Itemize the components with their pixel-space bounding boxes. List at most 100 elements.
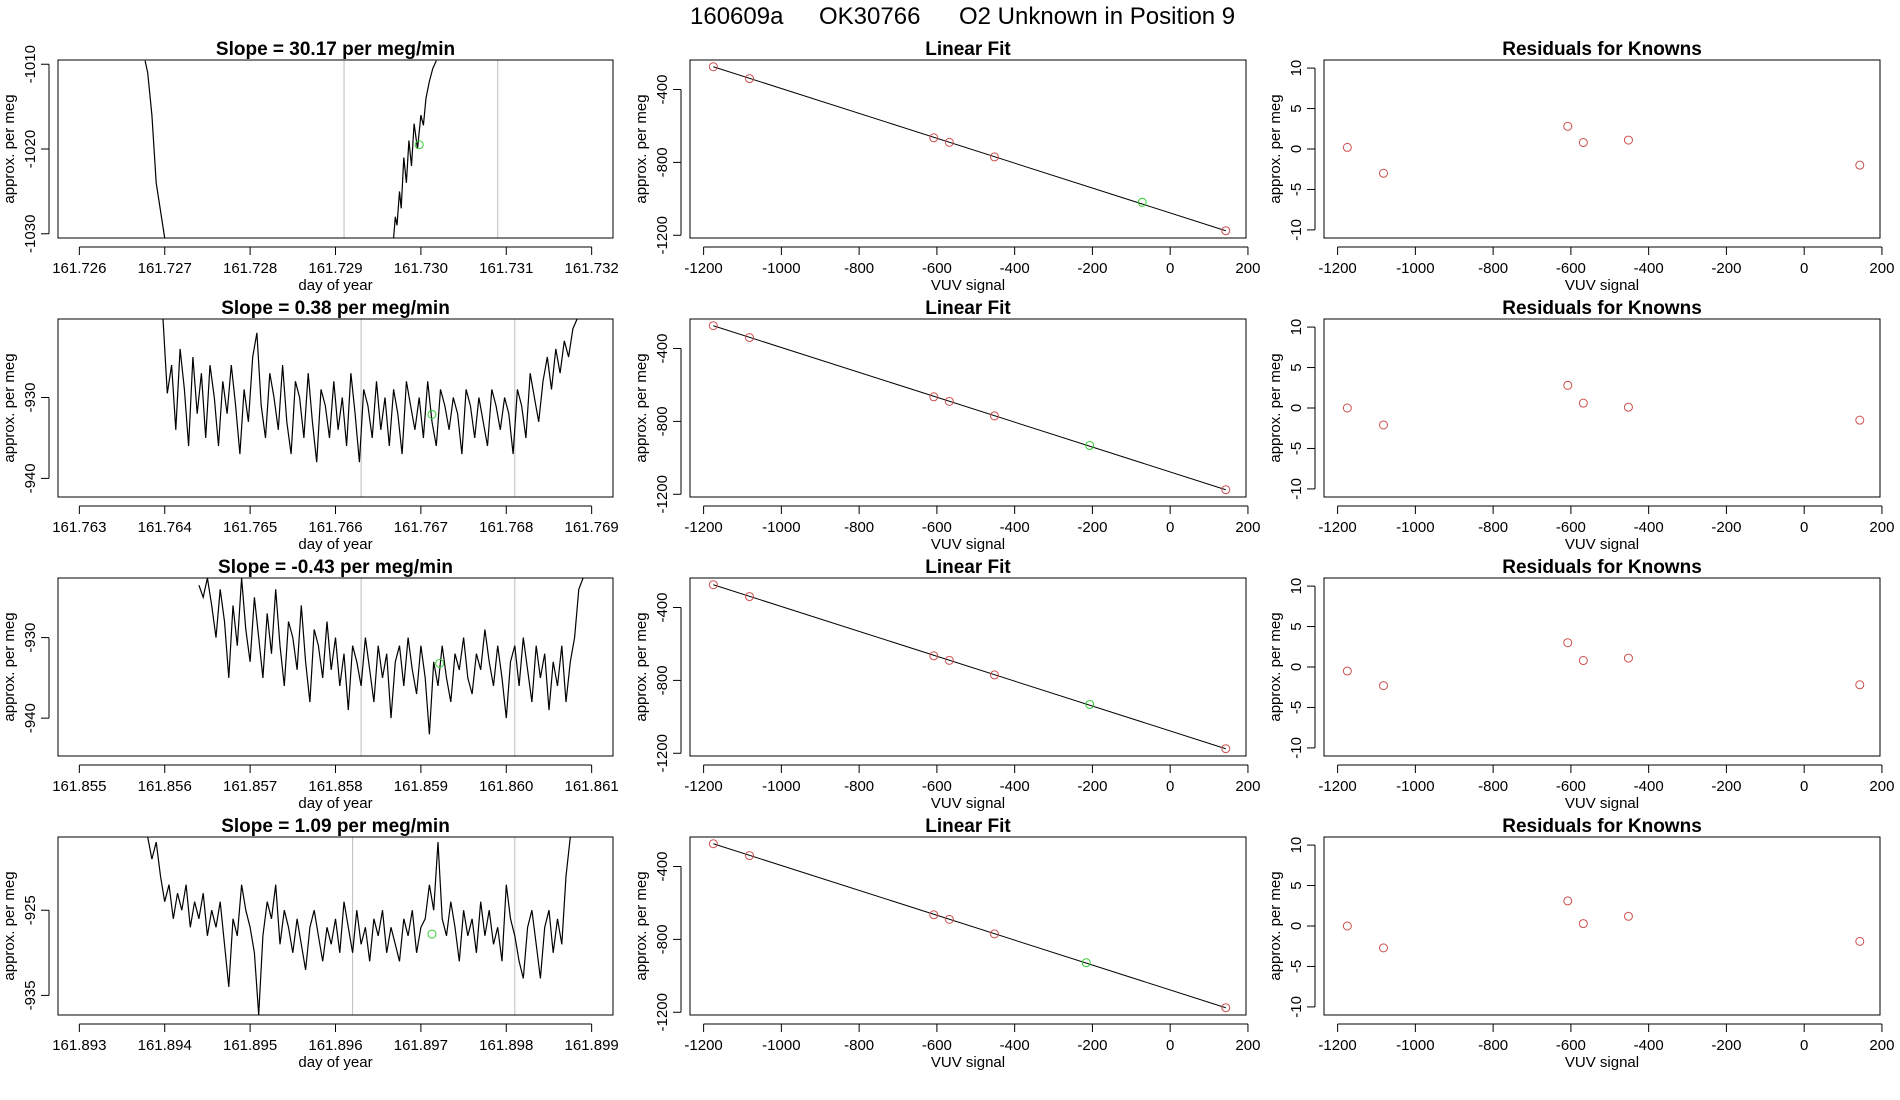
x-axis-label: VUV signal [1565,795,1639,812]
residuals-4-panel: Residuals for Knowns VUV signal approx. pe… [1267,816,1894,1071]
x-tick-label: 161.726 [52,260,106,277]
x-tick-label: -400 [1634,260,1664,277]
known-point [989,411,999,421]
known-point [708,580,718,590]
known-point [1342,142,1352,152]
known-point [944,137,954,147]
x-tick-label: 161.899 [565,1037,619,1054]
figure-title-tank-id: OK30766 [819,3,920,30]
y-axis: -1030 -1020 -1010 [22,45,50,253]
known-point [1342,666,1352,676]
x-axis: -1200 -1000 -800 -600 -400 -200 0 200 [684,1023,1260,1054]
plot-frame [689,59,1247,239]
x-tick-label: -400 [1634,519,1664,536]
residuals-1-panel: Residuals for Knowns VUV signal approx. pe… [1267,39,1894,294]
x-tick-label: 161.859 [394,778,448,795]
y-tick-label: -1030 [22,215,39,253]
plot-frame [1323,577,1881,757]
panel-title: Linear Fit [925,816,1011,837]
y-tick-label: -1200 [654,734,671,772]
y-axis-label: approx. per meg [633,94,650,203]
y-tick-label: -1200 [654,475,671,513]
plot-area [147,837,571,1015]
plot-frame [1323,836,1881,1016]
known-point [1563,121,1573,131]
x-tick-label: -800 [1478,519,1508,536]
y-tick-label: -1200 [654,216,671,254]
series-line [144,60,166,238]
y-tick-label: -400 [654,851,671,881]
x-tick-label: -600 [922,1037,952,1054]
y-axis-label: approx. per meg [1267,612,1284,721]
plot-area [198,578,584,756]
y-tick-label: -5 [1288,183,1305,196]
y-axis: -940 -930 [22,382,50,493]
y-axis: -935 -925 [22,895,50,1010]
x-axis: 161.726 161.727 161.728 161.729 161.730 161.7… [52,246,619,277]
panel-title: Linear Fit [925,298,1011,319]
y-tick-label: -10 [1288,219,1305,241]
panel-title: Linear Fit [925,557,1011,578]
known-point [1623,653,1633,663]
y-axis-label: approx. per meg [1267,353,1284,462]
known-point [744,74,754,84]
x-axis: -1200 -1000 -800 -600 -400 -200 0 200 [1318,246,1894,277]
known-point [1378,681,1388,691]
known-point [1378,168,1388,178]
x-tick-label: 161.894 [138,1037,192,1054]
x-tick-label: 161.893 [52,1037,106,1054]
x-tick-label: -200 [1711,778,1741,795]
y-tick-label: -930 [22,382,39,412]
unknown-point [427,929,437,939]
x-tick-label: -1200 [1318,1037,1356,1054]
panel-title: Residuals for Knowns [1502,816,1702,837]
figure-title: 160609a OK30766 O2 Unknown in Position 9 [690,3,1235,30]
y-tick-label: -940 [22,703,39,733]
x-axis-label: VUV signal [931,1054,1005,1071]
x-tick-label: 161.732 [565,260,619,277]
plot-area [162,319,578,497]
known-point [1855,160,1865,170]
known-point [1221,1003,1231,1013]
x-tick-label: 161.767 [394,519,448,536]
time-series-4-panel: Slope = 1.09 per meg/min day of year appro… [1,816,619,1071]
x-tick-label: 0 [1800,778,1808,795]
y-axis-label: approx. per meg [1,612,18,721]
panel-title: Slope = 30.17 per meg/min [216,39,455,60]
x-tick-label: -1200 [684,1037,722,1054]
y-tick-label: -5 [1288,960,1305,973]
x-tick-label: -1200 [684,778,722,795]
x-axis-label: VUV signal [931,536,1005,553]
x-tick-label: 161.729 [308,260,362,277]
x-tick-label: -200 [1711,519,1741,536]
plot-area [1342,380,1865,430]
y-tick-label: 10 [1288,837,1305,854]
y-tick-label: -1010 [22,45,39,83]
x-tick-label: -200 [1077,260,1107,277]
panel-title: Residuals for Knowns [1502,557,1702,578]
y-tick-label: -800 [654,147,671,177]
x-axis-label: VUV signal [1565,277,1639,294]
unknown-point [1081,958,1091,968]
x-tick-label: -600 [922,519,952,536]
known-point [744,333,754,343]
known-point [708,839,718,849]
y-tick-label: -1200 [654,993,671,1031]
x-axis-label: VUV signal [1565,536,1639,553]
x-tick-label: -1000 [1396,260,1434,277]
residuals-2-panel: Residuals for Knowns VUV signal approx. pe… [1267,298,1894,553]
plot-frame [57,318,614,498]
known-point [1578,398,1588,408]
known-point [1855,680,1865,690]
y-tick-label: 5 [1288,881,1305,889]
x-tick-label: 161.727 [138,260,192,277]
y-tick-label: 5 [1288,363,1305,371]
y-tick-label: 0 [1288,922,1305,930]
x-tick-label: 161.731 [479,260,533,277]
x-tick-label: -600 [1556,260,1586,277]
y-tick-label: -1020 [22,130,39,168]
x-tick-label: 161.861 [565,778,619,795]
unknown-point [435,658,445,668]
